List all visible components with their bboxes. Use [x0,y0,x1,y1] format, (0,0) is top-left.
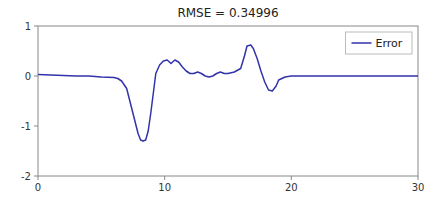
y-tick [34,76,38,77]
plot-area [38,45,418,141]
y-tick-label: 0 [25,71,31,82]
y-tick [34,126,38,127]
legend-box [346,32,413,54]
plot-frame [38,26,418,176]
series-line [38,45,418,141]
x-tick-label: 20 [285,182,298,193]
y-tick [34,26,38,27]
x-tick [291,176,292,180]
x-tick-label: 30 [412,182,425,193]
x-tick [164,176,165,180]
chart: RMSE = 0.34996 0 10 20 30 -2 -1 0 1 Error [0,0,430,200]
y-tick-label: -2 [21,171,31,182]
title: RMSE = 0.34996 [177,6,278,20]
legend: Error [346,32,413,54]
x-tick-label: 10 [158,182,171,193]
y-tick [34,176,38,177]
x-tick-label: 0 [35,182,41,193]
y-tick-label: 1 [25,21,31,32]
legend-swatch [352,42,372,44]
y-tick-label: -1 [21,121,31,132]
x-tick [38,176,39,180]
x-tick [418,176,419,180]
legend-label: Error [376,37,403,50]
